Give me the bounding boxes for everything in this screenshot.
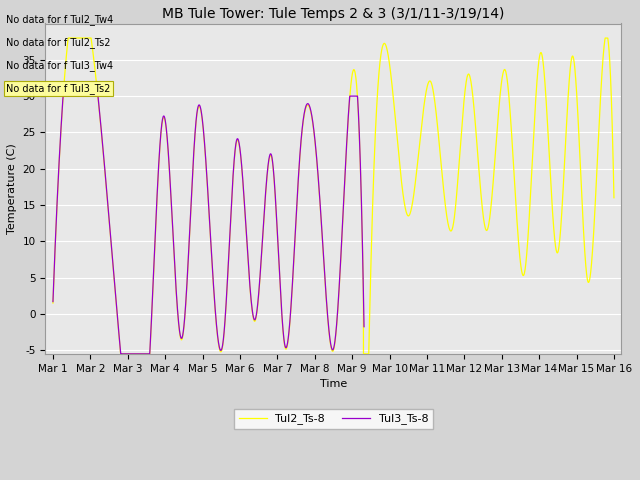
Tul2_Ts-8 <box>65 35 72 41</box>
Tul2_Ts-8 <box>511 177 518 182</box>
Tul3_Ts-8 <box>264 168 271 173</box>
X-axis label: Time: Time <box>320 379 347 389</box>
Tul2_Ts-8 <box>116 351 124 357</box>
Tul2_Ts-8 <box>49 300 57 306</box>
Tul2_Ts-8 <box>610 195 618 201</box>
Tul3_Ts-8 <box>610 351 618 357</box>
Tul3_Ts-8 <box>49 299 57 304</box>
Tul2_Ts-8 <box>264 169 271 175</box>
Title: MB Tule Tower: Tule Temps 2 & 3 (3/1/11-3/19/14): MB Tule Tower: Tule Temps 2 & 3 (3/1/11-… <box>163 7 505 21</box>
Line: Tul3_Ts-8: Tul3_Ts-8 <box>53 96 364 354</box>
Tul2_Ts-8 <box>151 237 159 243</box>
Tul2_Ts-8 <box>414 156 422 162</box>
Y-axis label: Temperature (C): Temperature (C) <box>7 144 17 234</box>
Tul3_Ts-8 <box>117 351 125 357</box>
Tul3_Ts-8 <box>511 351 518 357</box>
Tul3_Ts-8 <box>414 351 422 357</box>
Tul3_Ts-8 <box>151 236 159 241</box>
Text: No data for f Tul3_Tw4: No data for f Tul3_Tw4 <box>6 60 113 72</box>
Tul2_Ts-8 <box>468 84 476 90</box>
Tul3_Ts-8 <box>468 351 476 357</box>
Tul3_Ts-8 <box>386 351 394 357</box>
Text: No data for f Tul2_Ts2: No data for f Tul2_Ts2 <box>6 37 111 48</box>
Legend: Tul2_Ts-8, Tul3_Ts-8: Tul2_Ts-8, Tul3_Ts-8 <box>234 409 433 429</box>
Tul3_Ts-8 <box>60 93 67 99</box>
Text: No data for f Tul2_Tw4: No data for f Tul2_Tw4 <box>6 14 114 25</box>
Tul2_Ts-8 <box>386 62 394 68</box>
Line: Tul2_Ts-8: Tul2_Ts-8 <box>53 38 614 354</box>
Text: No data for f Tul3_Ts2: No data for f Tul3_Ts2 <box>6 84 111 95</box>
